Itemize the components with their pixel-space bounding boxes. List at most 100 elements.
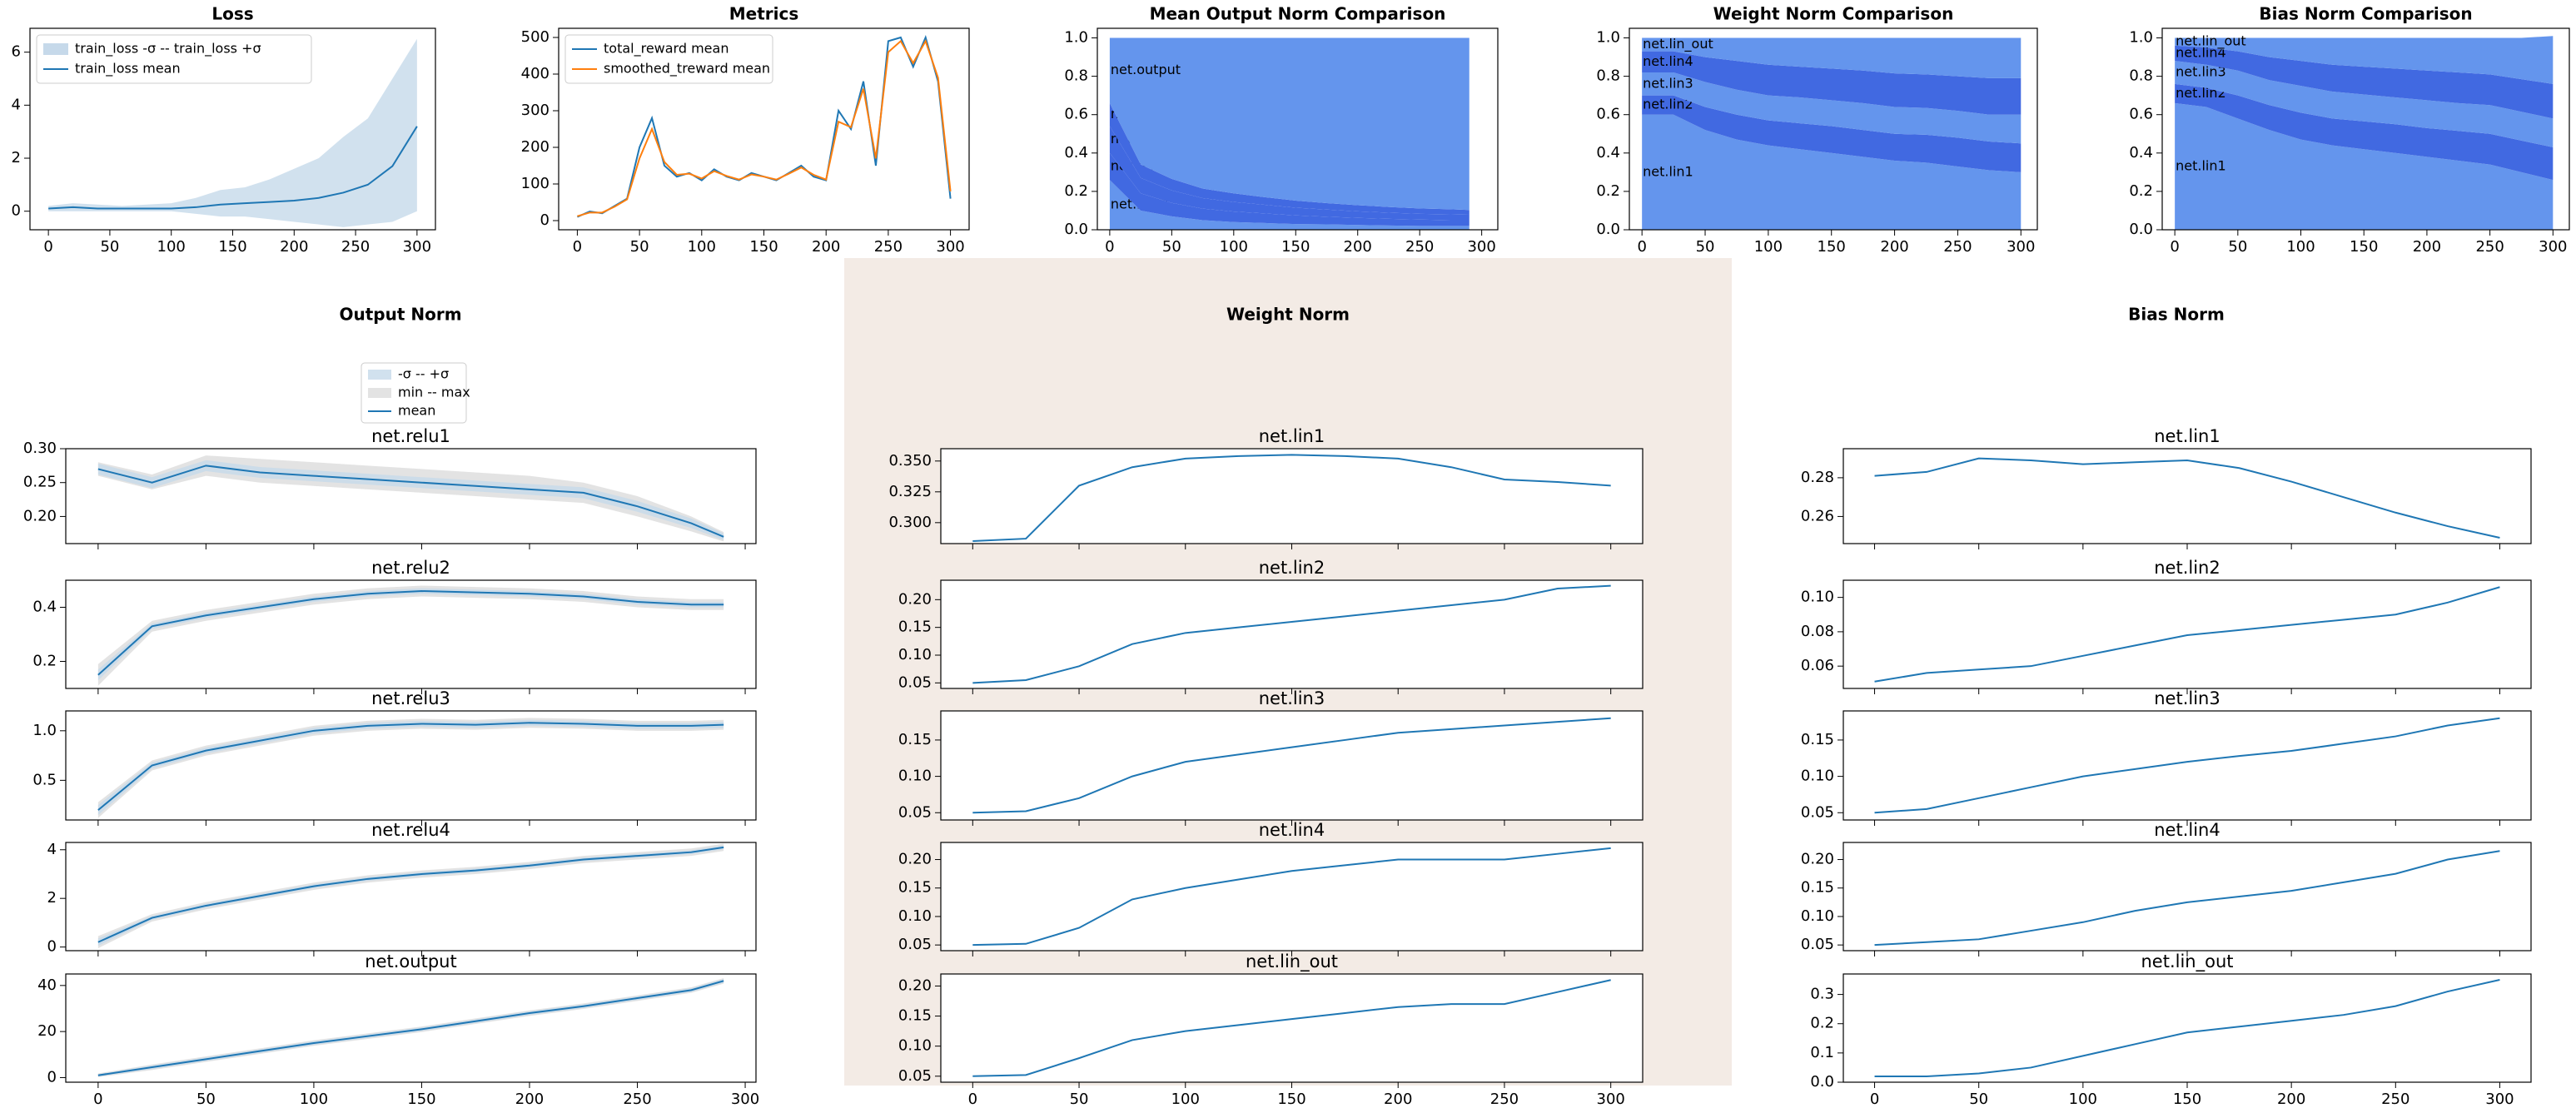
legend-label: -σ -- +σ [398, 366, 449, 382]
x-tick-label: 100 [300, 1091, 328, 1108]
chart: 0 100 200 300 400 500 0 50 100 150 200 250 300 Metric… [521, 4, 970, 256]
legend-label: train_loss -σ -- train_loss +σ [75, 41, 261, 57]
y-tick-label: 0.0 [2129, 221, 2153, 238]
y-tick-label: 0 [47, 938, 57, 956]
chart: 0.05 0.10 0.15 0.20 0 50 100 150 200 250 300 net.li… [898, 952, 1644, 1108]
x-tick-label: 150 [1818, 238, 1846, 256]
area-label: net.lin4 [2176, 44, 2226, 60]
legend-label: train_loss mean [75, 61, 181, 77]
y-tick-label: 0.10 [1801, 768, 1834, 785]
x-tick-label: 50 [1696, 238, 1715, 256]
x-tick-label: 250 [1490, 1091, 1519, 1108]
chart-title: net.lin4 [1259, 820, 1325, 840]
x-tick-label: 0 [1870, 1091, 1879, 1108]
x-tick-label: 200 [1880, 238, 1908, 256]
chart: 0.5 1.0 net.relu3 [32, 688, 757, 826]
y-tick-label: 0.20 [898, 590, 932, 608]
chart: net.relu1net.relu2net.relu3net.relu4net.… [1064, 4, 1499, 256]
x-tick-label: 150 [407, 1091, 435, 1108]
y-tick-label: 0.05 [898, 673, 932, 691]
line [972, 584, 1611, 684]
y-tick-label: 0.2 [2129, 182, 2153, 200]
y-tick-label: 0.05 [1801, 803, 1834, 821]
x-tick-label: 50 [100, 238, 119, 256]
x-tick-label: 100 [688, 238, 716, 256]
plot-area [941, 842, 1643, 951]
y-tick-label: 0.10 [898, 646, 932, 663]
legend-swatch [368, 370, 391, 380]
chart: 0 2 4 6 0 50 100 150 200 250 300 Loss train_loss -σ … [12, 4, 436, 256]
y-tick-label: 0.05 [898, 936, 932, 953]
x-tick-label: 50 [2228, 238, 2247, 256]
y-tick-label: 4 [47, 841, 57, 858]
x-tick-label: 0 [573, 238, 582, 256]
y-tick-label: 0 [12, 202, 21, 220]
line [97, 846, 724, 943]
y-tick-label: 0.2 [32, 653, 57, 670]
stack-area [1642, 72, 2022, 144]
line [1874, 586, 2500, 683]
y-tick-label: 0.20 [1801, 851, 1834, 868]
stack-area [1642, 51, 2022, 115]
axes-frame [65, 973, 757, 1083]
line [1874, 457, 2500, 539]
line [97, 589, 724, 676]
x-tick-label: 200 [2277, 1091, 2305, 1108]
y-tick-label: 0 [47, 1068, 57, 1086]
x-tick-label: 0 [93, 1091, 102, 1108]
y-tick-label: 0.325 [888, 483, 932, 500]
y-tick-label: 0.06 [1801, 657, 1834, 674]
chart: 0.2 0.4 net.relu2 [32, 558, 757, 694]
x-tick-label: 0 [43, 238, 52, 256]
x-tick-label: 300 [1597, 1091, 1625, 1108]
y-tick-label: 0.4 [1596, 144, 1620, 161]
y-tick-label: 2 [12, 149, 21, 166]
y-tick-label: 20 [37, 1022, 57, 1040]
chart: net.lin1net.lin2net.lin3net.lin4net.lin_… [2129, 4, 2570, 256]
band [97, 719, 724, 816]
x-tick-label: 250 [2381, 1091, 2409, 1108]
x-tick-label: 200 [515, 1091, 544, 1108]
x-tick-label: 0 [1105, 238, 1114, 256]
plot-area [941, 449, 1643, 544]
chart: 0.05 0.10 0.15 0.20 net.lin4 [1801, 820, 2532, 956]
x-tick-label: 200 [280, 238, 308, 256]
y-tick-label: 0.300 [888, 514, 932, 531]
area-label: net.lin1 [1643, 163, 1693, 179]
legend-label: total_reward mean [604, 41, 729, 57]
line [972, 454, 1611, 543]
line [97, 980, 724, 1076]
area-label: net.lin3 [2176, 64, 2226, 80]
x-tick-label: 200 [812, 238, 840, 256]
line [48, 126, 418, 210]
y-tick-label: 0.2 [1810, 1015, 1834, 1032]
y-tick-label: 0.4 [2129, 144, 2153, 161]
x-tick-label: 50 [1969, 1091, 1988, 1108]
y-tick-label: 0.20 [898, 976, 932, 994]
plot-area [941, 974, 1643, 1082]
y-tick-label: 0.10 [898, 1037, 932, 1055]
band [97, 460, 724, 540]
line [97, 722, 724, 811]
y-tick-label: 0.350 [888, 452, 932, 470]
y-tick-label: 0.15 [898, 879, 932, 897]
panel-title: Weight Norm [1226, 305, 1350, 325]
y-tick-label: 0.20 [23, 507, 57, 524]
chart-title: Loss [211, 4, 253, 24]
x-tick-label: 100 [1171, 1091, 1200, 1108]
y-tick-label: 0.15 [898, 731, 932, 748]
x-tick-label: 150 [2350, 238, 2378, 256]
y-tick-label: 0.10 [898, 907, 932, 925]
y-tick-label: 400 [521, 65, 550, 82]
y-tick-label: 0.15 [898, 1007, 932, 1025]
area-label: net.output [1111, 62, 1181, 77]
chart-title: net.lin3 [2154, 688, 2220, 708]
x-tick-label: 250 [623, 1091, 651, 1108]
x-tick-label: 150 [749, 238, 778, 256]
x-tick-label: 100 [157, 238, 186, 256]
y-tick-label: 0.05 [898, 803, 932, 821]
chart-title: Weight Norm Comparison [1713, 4, 1954, 24]
y-tick-label: 0.2 [1064, 182, 1088, 200]
chart: 0 2 4 net.relu4 [47, 820, 757, 956]
